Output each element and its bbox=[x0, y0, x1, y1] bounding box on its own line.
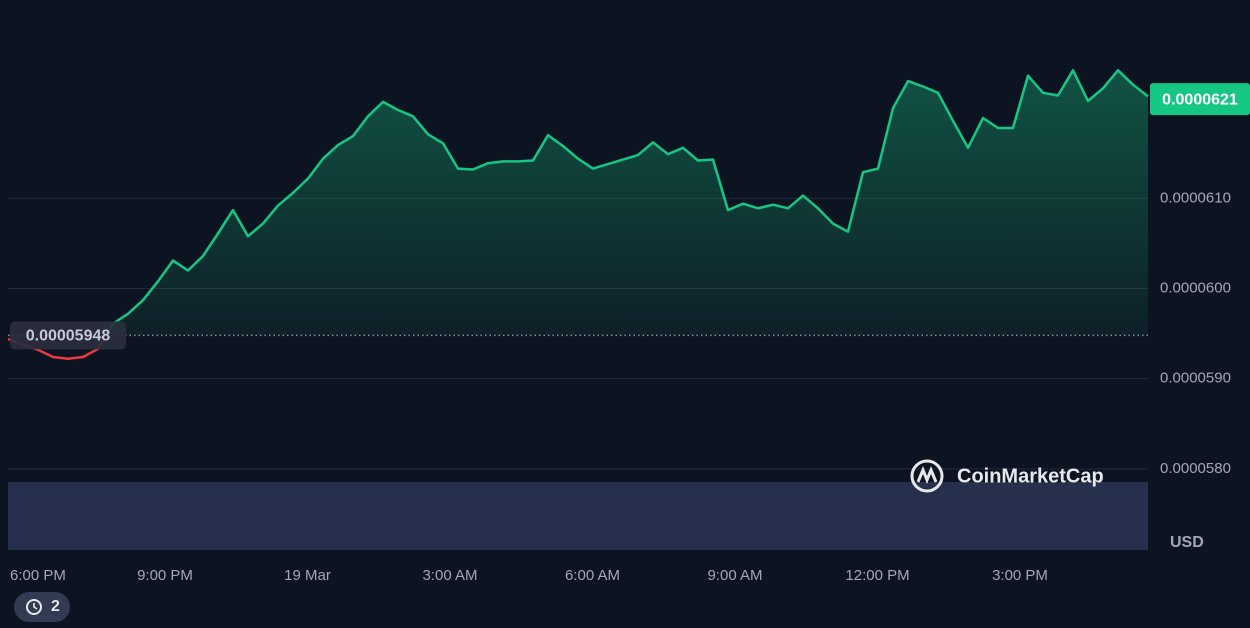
history-badge[interactable]: 2 bbox=[14, 592, 70, 622]
y-tick-label: 0.0000580 bbox=[1160, 460, 1231, 477]
x-tick-label: 3:00 PM bbox=[992, 567, 1048, 584]
y-tick-label: 0.0000600 bbox=[1160, 279, 1231, 296]
x-tick-label: 12:00 PM bbox=[845, 567, 909, 584]
x-tick-label: 9:00 PM bbox=[137, 567, 193, 584]
x-tick-label: 6:00 AM bbox=[565, 567, 620, 584]
x-tick-label: 3:00 AM bbox=[422, 567, 477, 584]
x-tick-label: 9:00 AM bbox=[707, 567, 762, 584]
x-tick-label: 6:00 PM bbox=[10, 567, 66, 584]
price-tag bbox=[1150, 83, 1250, 116]
y-tick-label: 0.0000610 bbox=[1160, 189, 1231, 206]
price-area bbox=[106, 70, 1148, 336]
price-line bbox=[7, 69, 1149, 361]
baseline-label: 0.00005948 bbox=[26, 328, 111, 345]
badge-count[interactable]: 2 bbox=[51, 598, 60, 615]
baseline-tag bbox=[10, 321, 126, 350]
watermark-logo bbox=[910, 459, 944, 493]
currency-label: USD bbox=[1170, 534, 1204, 551]
volume-area bbox=[8, 482, 1148, 550]
y-tick-label: 0.0000590 bbox=[1160, 370, 1231, 387]
x-tick-label: 19 Mar bbox=[284, 567, 331, 584]
price-tag-label: 0.0000621 bbox=[1162, 91, 1238, 108]
watermark: CoinMarketCap bbox=[957, 465, 1104, 487]
